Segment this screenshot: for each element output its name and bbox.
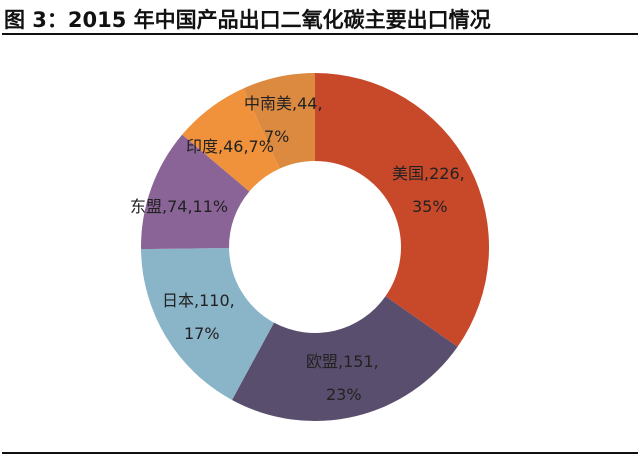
slice-label-2-1: 17% <box>184 324 220 343</box>
donut-slice-4 <box>182 88 280 192</box>
donut-slice-1 <box>232 296 458 421</box>
donut-slice-5 <box>243 73 315 169</box>
donut-slice-2 <box>141 248 274 400</box>
slice-label-5-0: 中南美,44, <box>244 94 323 113</box>
donut-slice-3 <box>141 134 250 250</box>
donut-slice-0 <box>315 73 489 347</box>
title-rule <box>2 33 638 35</box>
slice-label-0-0: 美国,226, <box>392 164 465 183</box>
slice-label-1-0: 欧盟,151, <box>306 352 379 371</box>
bottom-rule <box>2 452 638 454</box>
slice-label-0-1: 35% <box>412 197 448 216</box>
slice-label-1-1: 23% <box>326 385 362 404</box>
slice-label-4-0: 印度,46,7% <box>186 137 274 156</box>
slice-label-5-1: 7% <box>264 127 289 146</box>
slice-label-3-0: 东盟,74,11% <box>130 197 228 216</box>
chart-title: 图 3：2015 年中国产品出口二氧化碳主要出口情况 <box>4 8 491 32</box>
slice-label-2-0: 日本,110, <box>162 291 235 310</box>
